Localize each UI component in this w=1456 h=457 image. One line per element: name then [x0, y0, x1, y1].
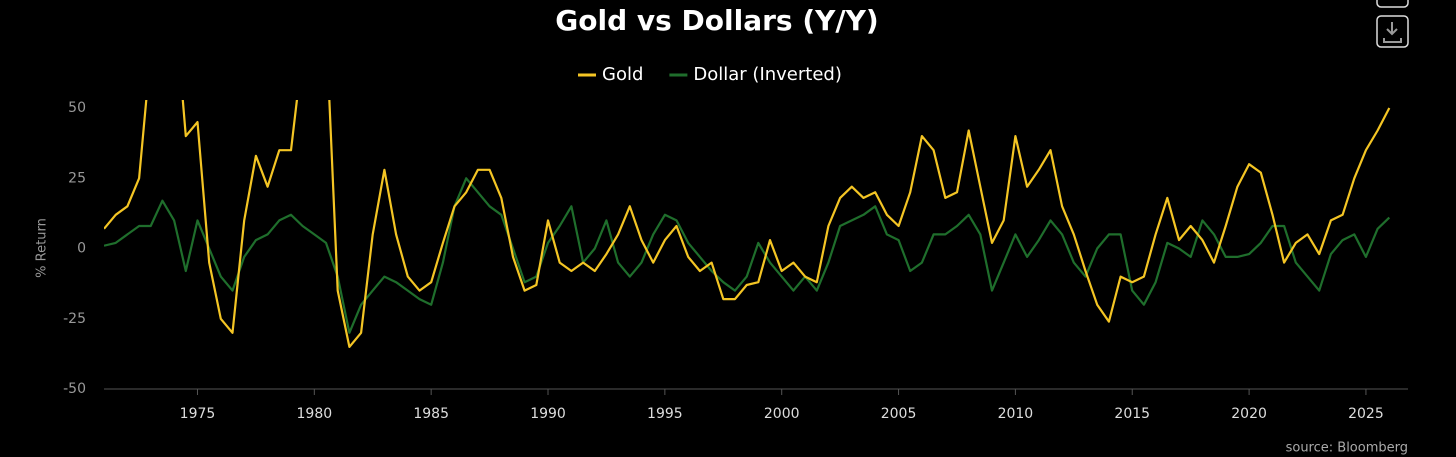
x-tick-label: 2020 [1231, 406, 1267, 422]
toolbar[interactable] [1376, 0, 1409, 48]
download-button[interactable] [1376, 15, 1409, 48]
source-note: source: Bloomberg [1286, 441, 1408, 456]
y-tick-label: 0 [77, 241, 86, 257]
legend: Gold Dollar (Inverted) [578, 64, 842, 85]
y-tick-label: -25 [63, 311, 86, 327]
y-axis-title: % Return [35, 218, 50, 278]
x-tick-label: 2000 [764, 406, 800, 422]
x-tick-label: 1980 [297, 406, 333, 422]
x-tick-label: 1975 [180, 406, 216, 422]
plot-area [104, 100, 1391, 348]
download-icon [1383, 22, 1402, 43]
y-tick-label: 50 [68, 100, 86, 116]
y-tick-label: 25 [68, 170, 86, 186]
menu-button[interactable] [1376, 0, 1409, 8]
x-tick-label: 1990 [530, 406, 566, 422]
x-tick-label: 2005 [881, 406, 917, 422]
x-tick-label: 2010 [998, 406, 1034, 422]
x-tick-label: 1995 [647, 406, 683, 422]
x-tick-label: 1985 [413, 406, 449, 422]
x-tick-label: 2015 [1114, 406, 1150, 422]
legend-label: Dollar (Inverted) [693, 64, 841, 85]
series-line [104, 100, 1391, 348]
series-line [104, 177, 1391, 334]
chart-title: Gold vs Dollars (Y/Y) [555, 4, 878, 37]
x-tick-label: 2025 [1348, 406, 1384, 422]
y-tick-label: -50 [63, 381, 86, 397]
legend-label: Gold [602, 64, 643, 85]
